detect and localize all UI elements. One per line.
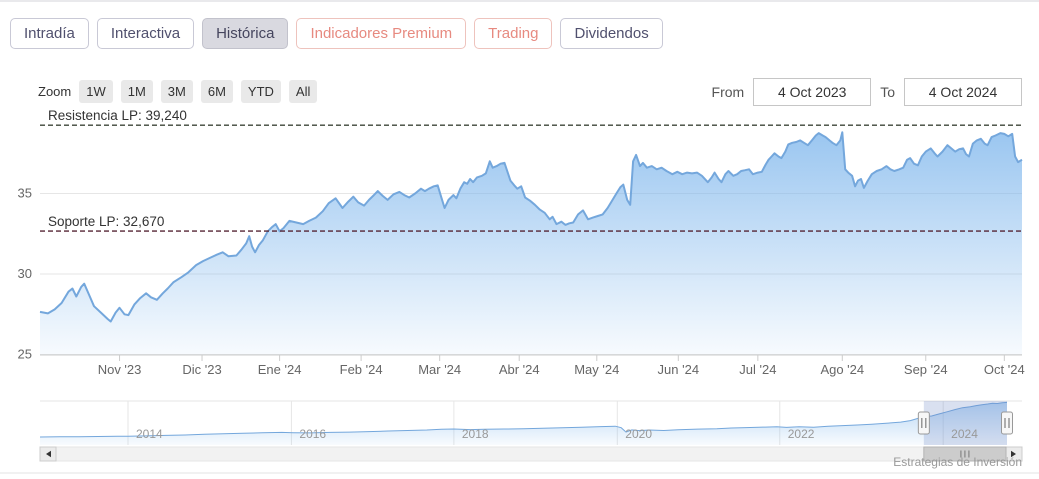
zoom-button-1m[interactable]: 1M — [120, 80, 153, 103]
zoom-button-all[interactable]: All — [288, 80, 318, 103]
navigator-year-label: 2018 — [462, 427, 489, 441]
date-range-group: From To — [712, 78, 1022, 106]
controls-row: Zoom 1W 1M 3M 6M YTD All From To — [0, 78, 1039, 106]
x-axis-label: Dic '23 — [182, 362, 221, 377]
navigator-year-label: 2024 — [951, 427, 978, 441]
x-axis-label: May '24 — [574, 362, 619, 377]
x-axis-label: Jul '24 — [739, 362, 776, 377]
navigator-handle-right[interactable] — [1001, 411, 1013, 435]
x-axis-label: Ago '24 — [820, 362, 864, 377]
tab-indicadores-premium[interactable]: Indicadores Premium — [296, 18, 467, 49]
from-date-input[interactable] — [753, 78, 872, 106]
zoom-button-3m[interactable]: 3M — [160, 80, 193, 103]
x-axis-label: Jun '24 — [658, 362, 700, 377]
price-line — [39, 131, 1023, 323]
navigator-year-label: 2020 — [625, 427, 652, 441]
price-area — [40, 132, 1022, 355]
tab-historica[interactable]: Histórica — [202, 18, 289, 49]
tab-intradia[interactable]: Intradía — [10, 18, 89, 49]
y-axis-label: 30 — [18, 266, 32, 281]
zoom-button-6m[interactable]: 6M — [200, 80, 233, 103]
x-axis-label: Nov '23 — [98, 362, 142, 377]
tab-bar: Intradía Interactiva Histórica Indicadores … — [10, 18, 663, 49]
zoom-button-1w[interactable]: 1W — [79, 80, 113, 103]
x-axis-label: Sep '24 — [904, 362, 948, 377]
navigator-selected-mask[interactable] — [923, 401, 1007, 445]
y-axis-label: 35 — [18, 186, 32, 201]
to-date-input[interactable] — [904, 78, 1022, 106]
navigator-line — [39, 401, 1008, 438]
resistance-label: Resistencia LP: 39,240 — [48, 108, 187, 123]
x-axis-label: Mar '24 — [418, 362, 461, 377]
navigator-year-label: 2014 — [136, 427, 163, 441]
scrollbar-track[interactable] — [55, 446, 1007, 462]
to-label: To — [880, 84, 895, 100]
navigator-handle-left[interactable] — [917, 411, 930, 435]
x-axis-label: Oct '24 — [984, 362, 1025, 377]
scrollbar-right-arrow-icon — [1011, 450, 1016, 458]
x-axis-label: Feb '24 — [340, 362, 383, 377]
y-axis-label: 25 — [18, 347, 32, 362]
navigator-area — [40, 402, 1007, 445]
zoom-group: Zoom 1W 1M 3M 6M YTD All — [38, 80, 318, 103]
from-label: From — [711, 84, 745, 100]
zoom-label: Zoom — [38, 84, 72, 99]
navigator-year-label: 2022 — [788, 427, 815, 441]
x-axis-label: Abr '24 — [499, 362, 540, 377]
support-label: Soporte LP: 32,670 — [48, 214, 164, 229]
credit-text: Estrategias de Inversión — [893, 455, 1022, 469]
tab-dividendos[interactable]: Dividendos — [560, 18, 663, 49]
x-axis-label: Ene '24 — [258, 362, 302, 377]
scrollbar-left-arrow-icon — [46, 450, 51, 458]
zoom-button-ytd[interactable]: YTD — [240, 80, 281, 103]
tab-trading[interactable]: Trading — [474, 18, 553, 49]
tab-interactiva[interactable]: Interactiva — [96, 18, 195, 49]
navigator-year-label: 2016 — [299, 427, 326, 441]
